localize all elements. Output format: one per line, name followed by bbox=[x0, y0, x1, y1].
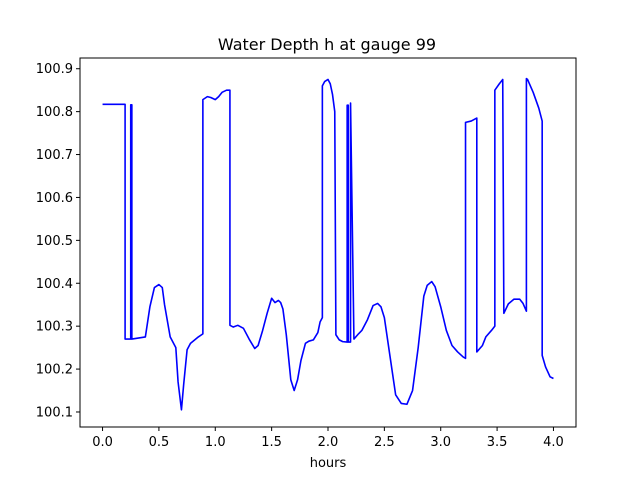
plot-area bbox=[79, 57, 577, 428]
x-tick-label: 3.5 bbox=[487, 435, 508, 450]
y-tick-label: 100.7 bbox=[36, 148, 73, 163]
x-axis-label: hours bbox=[310, 456, 347, 471]
chart-title: Water Depth h at gauge 99 bbox=[218, 35, 436, 54]
series-line-water-depth bbox=[102, 77, 554, 411]
y-tick-label: 100.9 bbox=[36, 62, 73, 77]
x-tick-label: 2.0 bbox=[318, 435, 339, 450]
x-axis: 0.0 0.5 1.0 1.5 2.0 2.5 3.0 3.5 4.0 bbox=[92, 427, 564, 450]
y-tick-label: 100.5 bbox=[36, 234, 73, 249]
y-tick-label: 100.6 bbox=[36, 191, 73, 206]
x-tick-label: 4.0 bbox=[543, 435, 564, 450]
plot-frame bbox=[79, 57, 577, 428]
y-tick-label: 100.8 bbox=[36, 105, 73, 120]
x-tick-label: 0.5 bbox=[149, 435, 170, 450]
y-tick-label: 100.2 bbox=[36, 363, 73, 378]
y-tick-label: 100.1 bbox=[36, 405, 73, 420]
x-tick-label: 1.0 bbox=[205, 435, 226, 450]
x-tick-label: 0.0 bbox=[92, 435, 113, 450]
x-tick-label: 3.0 bbox=[430, 435, 451, 450]
y-tick-label: 100.4 bbox=[36, 277, 73, 292]
y-axis: 100.1 100.2 100.3 100.4 100.5 100.6 100.7 100.8… bbox=[36, 62, 80, 420]
y-tick-label: 100.3 bbox=[36, 320, 73, 335]
x-tick-label: 1.5 bbox=[261, 435, 282, 450]
x-tick-label: 2.5 bbox=[374, 435, 395, 450]
